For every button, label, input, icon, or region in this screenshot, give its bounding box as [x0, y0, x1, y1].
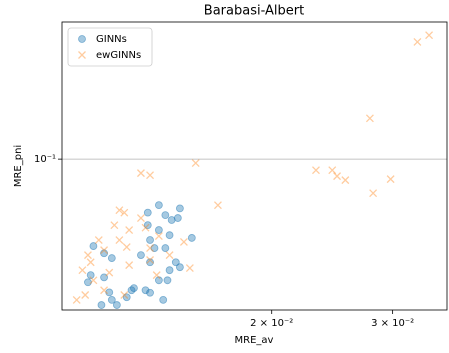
point [125, 226, 134, 235]
point [141, 286, 150, 295]
point [413, 37, 422, 46]
point [161, 211, 170, 220]
point [161, 244, 170, 252]
point [100, 246, 109, 255]
point [72, 295, 81, 304]
legend-label: GINNs [96, 34, 127, 45]
point [328, 166, 337, 175]
y-axis-label: MRE_pni [13, 145, 24, 187]
point [165, 266, 174, 275]
point [146, 171, 155, 180]
point [165, 251, 174, 260]
point [97, 301, 106, 309]
point [100, 273, 108, 282]
point [159, 296, 168, 304]
x-axis-label: MRE_av [235, 335, 274, 346]
point [86, 271, 95, 280]
point [179, 237, 188, 246]
x-tick-label: 2 × 10⁻² [250, 318, 293, 329]
point [78, 266, 87, 275]
point [112, 301, 121, 309]
point [213, 201, 222, 210]
point [175, 204, 184, 213]
point [386, 175, 395, 184]
point [312, 166, 320, 175]
point [191, 159, 200, 168]
point [146, 258, 154, 267]
point [81, 291, 90, 299]
point [115, 206, 124, 215]
legend-box [67, 27, 153, 67]
x-tick-label: 3 × 10⁻² [371, 318, 414, 329]
legend-label: ewGINNs [96, 50, 141, 61]
point [333, 172, 342, 181]
point [83, 251, 92, 260]
point [163, 276, 172, 285]
point [110, 221, 119, 230]
point [173, 214, 182, 222]
point [143, 221, 152, 230]
point [146, 244, 155, 253]
point [425, 31, 434, 40]
y-tick-label: 10⁻¹ [34, 154, 56, 165]
point [152, 271, 161, 280]
point [120, 208, 129, 217]
chart-title: Barabasi-Albert [204, 4, 304, 19]
point [105, 288, 114, 297]
point [369, 189, 378, 198]
point [107, 254, 116, 262]
legend: GINNs ewGINNs [67, 27, 153, 67]
point [89, 242, 98, 250]
point [105, 268, 114, 277]
point [86, 258, 95, 267]
point [107, 296, 116, 304]
point [154, 232, 163, 241]
point [185, 264, 194, 273]
point [89, 276, 98, 285]
point [127, 286, 136, 295]
point [125, 261, 134, 270]
legend-marker [78, 51, 86, 59]
point [122, 243, 131, 252]
point [136, 169, 145, 178]
point [115, 236, 124, 244]
point [146, 288, 154, 297]
point [84, 278, 92, 287]
point [165, 231, 174, 240]
point [150, 244, 159, 252]
plot-frame [61, 21, 448, 311]
point [94, 236, 103, 244]
point [100, 286, 109, 295]
point [136, 214, 145, 223]
point [120, 291, 129, 299]
point [100, 249, 108, 258]
point [146, 256, 155, 264]
point [365, 114, 374, 123]
point [175, 263, 184, 272]
point [143, 208, 152, 217]
point [154, 276, 163, 285]
legend-marker [78, 35, 86, 43]
point [130, 284, 138, 293]
point [146, 236, 154, 244]
point [171, 258, 180, 267]
point [154, 201, 163, 210]
point [141, 223, 150, 232]
point [341, 176, 350, 185]
point [137, 251, 145, 260]
point [122, 293, 131, 302]
point [154, 226, 163, 234]
point [187, 234, 196, 242]
